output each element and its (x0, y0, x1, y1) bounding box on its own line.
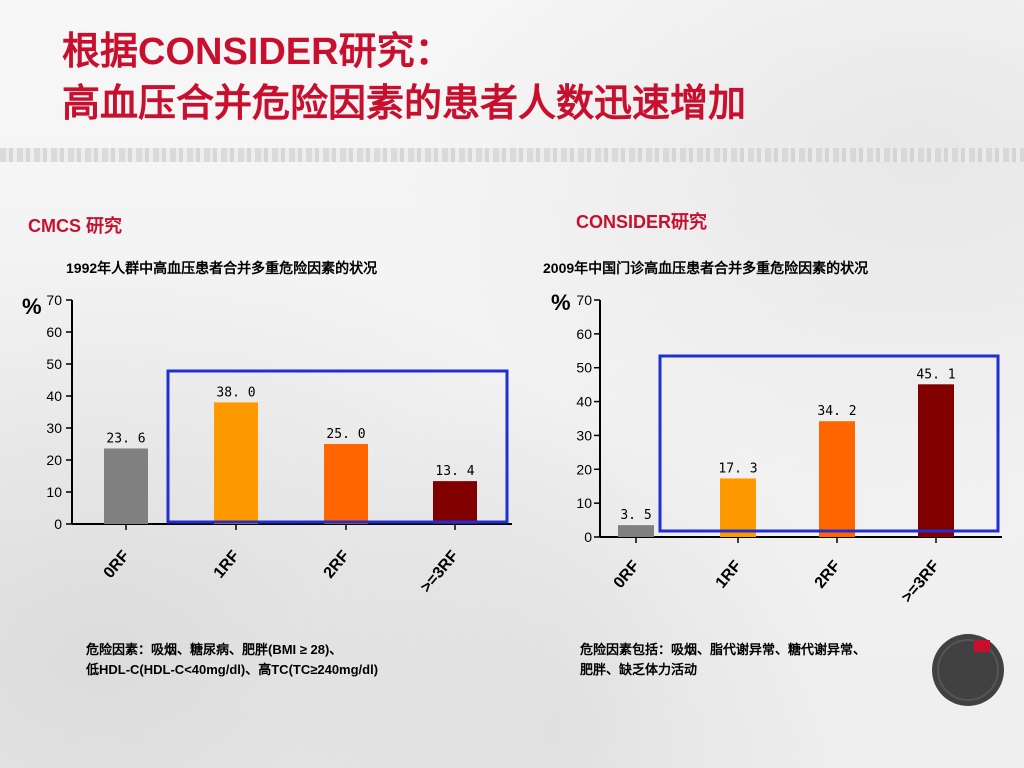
right-y-tick-label: 30 (576, 427, 592, 443)
right-bar-0rf (618, 525, 654, 537)
left-y-tick-label: 60 (46, 324, 62, 340)
left-bar-1rf (214, 402, 258, 524)
left-y-tick-label: 20 (46, 452, 62, 468)
right-study-label: CONSIDER研究 (576, 212, 708, 232)
left-footnote-line2: 低HDL-C(HDL-C<40mg/dl)、高TC(TC≥240mg/dl) (86, 662, 379, 677)
left-unit-label: % (22, 294, 42, 319)
right-y-tick-label: 10 (576, 495, 592, 511)
left-highlight-box (166, 369, 509, 524)
right-y-tick-label: 0 (584, 529, 592, 545)
seal-icon (932, 634, 1004, 706)
left-y-tick-label: 10 (46, 484, 62, 500)
right-highlight-box (658, 354, 1000, 533)
right-bar-value-label: 17. 3 (718, 461, 757, 476)
left-study-label: CMCS 研究 (28, 216, 122, 236)
left-bar-value-label: 25. 0 (326, 427, 365, 442)
left-y-tick-label: 40 (46, 388, 62, 404)
right-bar-value-label: 45. 1 (916, 367, 955, 382)
left-bar-0rf (104, 448, 148, 524)
left-y-tick-label: 70 (46, 292, 62, 308)
left-y-tick-label: 50 (46, 356, 62, 372)
right-unit-label: % (551, 290, 571, 315)
title-divider (0, 148, 1024, 162)
left-bar-value-label: 23. 6 (106, 431, 145, 446)
right-bar-value-label: 34. 2 (817, 404, 856, 419)
left-bar-3rf (433, 481, 477, 524)
right-category-label: >=3RF (899, 557, 944, 606)
left-bar-value-label: 38. 0 (216, 385, 255, 400)
right-category-label: 2RF (812, 557, 845, 591)
left-footnote-line1: 危险因素：吸烟、糖尿病、肥胖(BMI ≥ 28)、 (86, 642, 343, 657)
right-bar-2rf (819, 421, 855, 537)
right-bar-3rf (918, 384, 954, 537)
right-footnote-line2: 肥胖、缺乏体力活动 (580, 662, 698, 677)
left-footnote: 危险因素：吸烟、糖尿病、肥胖(BMI ≥ 28)、 低HDL-C(HDL-C<4… (86, 640, 378, 680)
right-y-tick-label: 60 (576, 326, 592, 342)
left-chart-subtitle: 1992年人群中高血压患者合并多重危险因素的状况 (66, 260, 378, 276)
left-category-label: 0RF (101, 547, 134, 581)
slide-title-line1: 根据CONSIDER研究： (62, 31, 453, 73)
right-category-label: 1RF (713, 557, 746, 591)
slide-title-line2: 高血压合并危险因素的患者人数迅速增加 (62, 83, 747, 125)
left-category-label: 1RF (211, 547, 244, 581)
right-y-tick-label: 40 (576, 394, 592, 410)
right-footnote-line1: 危险因素包括：吸烟、脂代谢异常、糖代谢异常、 (580, 642, 867, 657)
right-chart-subtitle: 2009年中国门诊高血压患者合并多重危险因素的状况 (543, 260, 869, 276)
left-y-tick-label: 30 (46, 420, 62, 436)
left-y-tick-label: 0 (54, 516, 62, 532)
right-footnote: 危险因素包括：吸烟、脂代谢异常、糖代谢异常、 肥胖、缺乏体力活动 (580, 640, 866, 680)
brand-seal-logo (928, 630, 1008, 710)
right-y-tick-label: 50 (576, 360, 592, 376)
right-bar-value-label: 3. 5 (620, 508, 651, 523)
right-y-tick-label: 70 (576, 292, 592, 308)
left-bar-value-label: 13. 4 (435, 464, 474, 479)
left-bar-2rf (324, 444, 368, 524)
left-category-label: 2RF (321, 547, 354, 581)
right-y-tick-label: 20 (576, 461, 592, 477)
right-category-label: 0RF (611, 557, 644, 591)
left-category-label: >=3RF (418, 547, 463, 596)
right-bar-1rf (720, 478, 756, 537)
